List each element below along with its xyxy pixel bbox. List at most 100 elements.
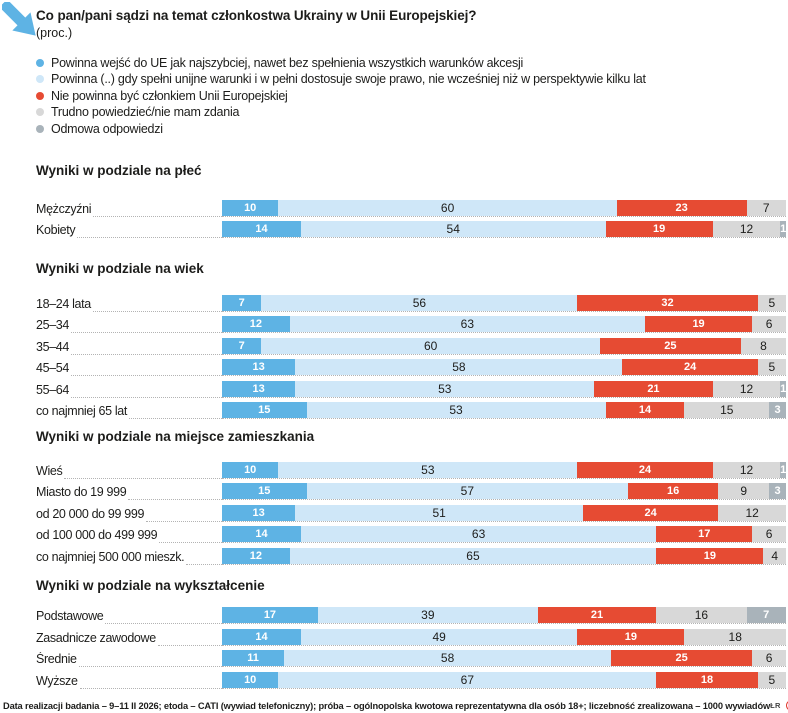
row-label: od 100 000 do 499 999 <box>0 528 222 544</box>
bar-segment: 18 <box>684 628 786 645</box>
row-label-text: 18–24 lata <box>36 296 91 311</box>
chart-section: Wyniki w podziale na miejsce zamieszkani… <box>0 428 788 565</box>
row-label: Średnie <box>0 652 222 668</box>
bar-segment: 4 <box>763 547 786 564</box>
footer-credits: ŁR C P <box>770 700 788 711</box>
legend: Powinna wejść do UE jak najszybciej, naw… <box>36 55 788 137</box>
row-label-text: co najmniej 500 000 mieszk. <box>36 549 185 564</box>
bar-segment: 53 <box>278 461 578 478</box>
row-label-text: Wieś <box>36 463 63 478</box>
footer: Data realizacji badania – 9–11 II 2026; … <box>0 700 788 711</box>
row-label: Wieś <box>0 464 222 479</box>
section-rows: Podstawowe 17 39 21 16 7 Zasadnicze zawodowe 14… <box>0 603 788 689</box>
bar-track: 14 63 17 6 <box>222 526 786 544</box>
bar-segment: 12 <box>222 316 290 333</box>
bar-segment: 15 <box>222 402 307 419</box>
bar-segment: 39 <box>317 607 538 624</box>
row-label: od 20 000 do 99 999 <box>0 507 222 522</box>
arrow-head <box>12 12 36 36</box>
bar-track: 7 60 25 8 <box>222 337 786 355</box>
bar-segment: 63 <box>300 526 657 543</box>
bar-segment: 13 <box>222 359 296 376</box>
bar-segment: 6 <box>752 526 786 543</box>
legend-item-2: Nie powinna być członkiem Unii Europejsk… <box>36 88 788 104</box>
bar-segment: 23 <box>616 199 747 216</box>
bar-segment: 16 <box>656 607 747 624</box>
bar-row: co najmniej 500 000 mieszk. 12 65 19 4 <box>0 543 788 565</box>
leader-dots <box>71 375 222 377</box>
bar-segment: 25 <box>599 337 741 354</box>
row-label: co najmniej 500 000 mieszk. <box>0 550 222 565</box>
bar-track: 12 65 19 4 <box>222 547 786 565</box>
bar-segment: 57 <box>306 483 629 500</box>
bar-track: 13 58 24 5 <box>222 359 786 377</box>
bar-row: od 20 000 do 99 999 13 51 24 12 <box>0 500 788 522</box>
bar-row: 35–44 7 60 25 8 <box>0 333 788 355</box>
row-label-text: 45–54 <box>36 361 70 376</box>
legend-label: Trudno powiedzieć/nie mam zdania <box>51 105 240 120</box>
chart-section: Wyniki w podziale na wiek 18–24 lata 7 56 32… <box>0 260 788 420</box>
bar-segment: 10 <box>222 461 279 478</box>
row-label-text: 25–34 <box>36 318 70 333</box>
bar-segment: 12 <box>712 221 781 238</box>
bar-row: Miasto do 19 999 15 57 16 9 3 <box>0 479 788 501</box>
bar-segment: 14 <box>222 628 301 645</box>
bar-track: 13 53 21 12 1 <box>222 380 786 398</box>
section-rows: Mężczyźni 10 60 23 7 Kobiety 14 54 19 12 1 <box>0 195 788 239</box>
bar-track: 14 49 19 18 <box>222 628 786 646</box>
row-label: Miasto do 19 999 <box>0 485 222 501</box>
row-label: Zasadnicze zawodowe <box>0 631 222 646</box>
bar-segment: 24 <box>577 461 713 478</box>
author-initials: ŁR <box>770 701 781 710</box>
bar-row: Średnie 11 58 25 6 <box>0 646 788 668</box>
bar-segment: 25 <box>611 650 753 667</box>
row-label: 55–64 <box>0 383 222 398</box>
legend-label: Odmowa odpowiedzi <box>51 121 163 136</box>
row-label-text: co najmniej 65 lat <box>36 404 127 419</box>
row-label: Mężczyźni <box>0 202 222 217</box>
legend-dot-icon <box>36 108 44 117</box>
bar-segment: 60 <box>278 199 617 216</box>
bar-segment: 12 <box>718 504 786 521</box>
legend-dot-icon <box>36 75 44 84</box>
bar-segment: 14 <box>222 221 301 238</box>
leader-dots <box>64 477 222 479</box>
bar-segment: 9 <box>718 483 770 500</box>
bar-row: Wyższe 10 67 18 5 <box>0 667 788 689</box>
bar-segment: 60 <box>261 337 600 354</box>
row-label-text: Średnie <box>36 652 77 667</box>
row-label: 18–24 lata <box>0 297 222 312</box>
bar-segment: 16 <box>628 483 719 500</box>
bar-segment: 11 <box>222 650 285 667</box>
bar-segment: 5 <box>757 671 786 688</box>
leader-dots <box>78 666 222 668</box>
section-rows: 18–24 lata 7 56 32 5 25–34 12 63 19 6 35–44 7 60 25 8 4… <box>0 290 788 420</box>
brand-arrow-icon <box>2 2 36 36</box>
bar-track: 13 51 24 12 <box>222 504 786 522</box>
section-title: Wyniki w podziale na płeć <box>36 163 202 179</box>
page-title: Co pan/pani sądzi na temat członkostwa U… <box>36 8 477 23</box>
bar-segment: 24 <box>582 504 719 521</box>
leader-dots <box>128 418 222 420</box>
bar-segment: 5 <box>757 294 786 311</box>
row-label-text: Podstawowe <box>36 609 104 624</box>
leader-dots <box>146 520 222 522</box>
bar-segment: 1 <box>780 380 786 397</box>
bar-track: 10 60 23 7 <box>222 199 786 217</box>
legend-dot-icon <box>36 59 44 67</box>
section-title: Wyniki w podziale na miejsce zamieszkani… <box>36 429 315 445</box>
leader-dots <box>157 644 222 646</box>
bar-row: Kobiety 14 54 19 12 1 <box>0 217 788 239</box>
row-label: 45–54 <box>0 361 222 377</box>
row-label-text: Kobiety <box>36 223 76 238</box>
leader-dots <box>93 215 222 217</box>
section-rows: Wieś 10 53 24 12 1 Miasto do 19 999 15 57 16 9 3 od … <box>0 457 788 565</box>
bar-row: Wieś 10 53 24 12 1 <box>0 457 788 479</box>
leader-dots <box>71 332 222 334</box>
bar-segment: 58 <box>284 650 612 667</box>
row-label: Wyższe <box>0 674 222 689</box>
bar-segment: 19 <box>577 628 685 645</box>
bar-segment: 51 <box>295 504 583 521</box>
bar-row: 55–64 13 53 21 12 1 <box>0 376 788 398</box>
